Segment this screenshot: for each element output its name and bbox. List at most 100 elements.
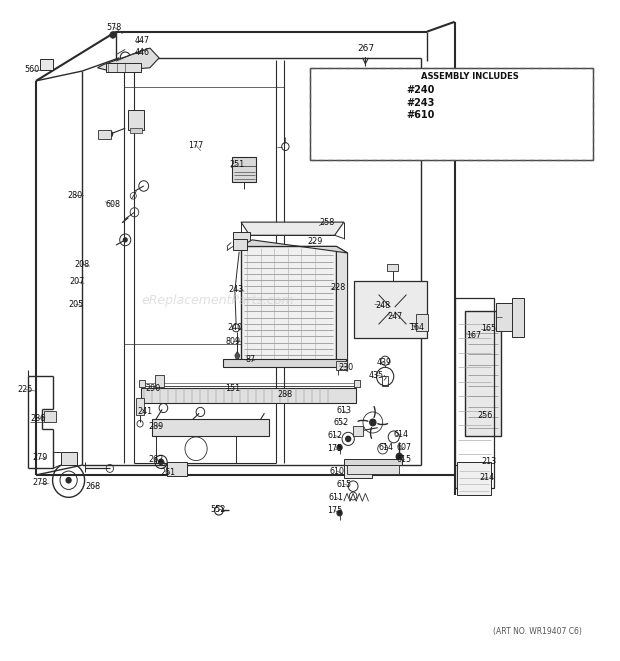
Bar	[233, 232, 250, 247]
Polygon shape	[241, 240, 348, 253]
Circle shape	[370, 419, 376, 426]
Bar	[97, 130, 111, 139]
Circle shape	[346, 436, 351, 442]
Text: 214: 214	[480, 473, 495, 482]
Text: 256: 256	[477, 410, 492, 420]
Text: 175: 175	[327, 506, 342, 515]
Bar	[310, 68, 593, 160]
Text: 614: 614	[379, 443, 394, 452]
Text: 560: 560	[24, 65, 39, 74]
Text: 87: 87	[246, 355, 256, 364]
Text: 613: 613	[337, 406, 352, 415]
Text: 208: 208	[74, 260, 90, 268]
Text: 280: 280	[67, 190, 82, 200]
Bar	[40, 59, 53, 70]
Text: 279: 279	[33, 453, 48, 463]
Bar	[355, 381, 360, 387]
Text: 290: 290	[145, 384, 161, 393]
Text: 611: 611	[329, 493, 343, 502]
Text: 213: 213	[481, 457, 496, 467]
Bar	[355, 280, 427, 338]
Text: 447: 447	[135, 36, 150, 45]
Text: 229: 229	[308, 237, 322, 247]
Text: #610: #610	[407, 110, 435, 120]
Text: 177: 177	[188, 141, 204, 150]
Bar	[232, 157, 256, 182]
Text: 267: 267	[357, 44, 374, 53]
Bar	[141, 388, 356, 403]
Text: 439: 439	[376, 358, 391, 367]
Text: 607: 607	[396, 443, 411, 452]
Text: eReplacementParts.com: eReplacementParts.com	[141, 294, 294, 307]
Text: 262: 262	[148, 455, 164, 464]
Bar	[455, 297, 494, 488]
Bar	[512, 297, 525, 337]
Text: 578: 578	[107, 22, 122, 32]
Text: 241: 241	[138, 407, 153, 416]
Text: 435: 435	[369, 371, 384, 379]
Text: 230: 230	[338, 363, 353, 371]
Text: 207: 207	[69, 278, 85, 286]
Bar	[153, 419, 269, 436]
Bar	[314, 100, 336, 155]
Bar	[344, 459, 402, 465]
Text: 243: 243	[229, 286, 244, 294]
Circle shape	[337, 445, 342, 450]
Polygon shape	[337, 247, 348, 371]
Bar	[233, 239, 247, 251]
Polygon shape	[465, 311, 501, 436]
Bar	[105, 63, 141, 72]
Bar	[496, 303, 513, 330]
Text: 151: 151	[226, 384, 241, 393]
Circle shape	[110, 32, 116, 38]
Text: 652: 652	[333, 418, 348, 427]
Polygon shape	[235, 352, 240, 362]
Text: 248: 248	[375, 301, 390, 310]
Circle shape	[107, 131, 113, 137]
Bar	[61, 452, 77, 465]
Text: 610: 610	[330, 467, 345, 475]
Circle shape	[337, 510, 342, 516]
Circle shape	[159, 459, 164, 465]
Text: ASSEMBLY INCLUDES: ASSEMBLY INCLUDES	[421, 73, 518, 81]
Text: 552: 552	[210, 504, 225, 514]
Bar	[336, 361, 347, 370]
Bar	[139, 381, 145, 387]
Text: #240: #240	[407, 85, 435, 95]
Text: 446: 446	[135, 48, 150, 56]
Bar	[241, 247, 337, 365]
Text: 167: 167	[466, 331, 481, 340]
Text: 261: 261	[161, 468, 176, 477]
Text: 608: 608	[105, 200, 120, 209]
Bar	[223, 360, 346, 368]
Bar	[387, 264, 398, 272]
Text: 240: 240	[228, 323, 242, 332]
Circle shape	[66, 478, 71, 483]
Text: #243: #243	[407, 98, 435, 108]
Bar	[130, 128, 142, 134]
Text: 809: 809	[226, 336, 241, 346]
Bar	[382, 376, 388, 386]
Bar	[155, 375, 164, 387]
Circle shape	[389, 305, 396, 313]
Polygon shape	[344, 465, 371, 479]
Bar	[44, 410, 56, 422]
Bar	[353, 426, 363, 436]
Text: 247: 247	[388, 311, 402, 321]
Text: 288: 288	[278, 391, 293, 399]
Text: 225: 225	[18, 385, 33, 394]
Text: 614: 614	[394, 430, 409, 439]
Bar	[416, 314, 428, 330]
Text: 278: 278	[33, 479, 48, 487]
Text: 289: 289	[148, 422, 164, 431]
Bar	[347, 465, 399, 474]
Text: 228: 228	[330, 283, 345, 292]
Text: 205: 205	[68, 299, 84, 309]
Text: 164: 164	[410, 323, 425, 332]
Text: 251: 251	[229, 160, 245, 169]
Text: 612: 612	[327, 431, 342, 440]
Text: 615: 615	[396, 455, 411, 464]
Text: 175: 175	[327, 444, 342, 453]
Bar	[136, 398, 144, 414]
Bar	[128, 110, 144, 130]
